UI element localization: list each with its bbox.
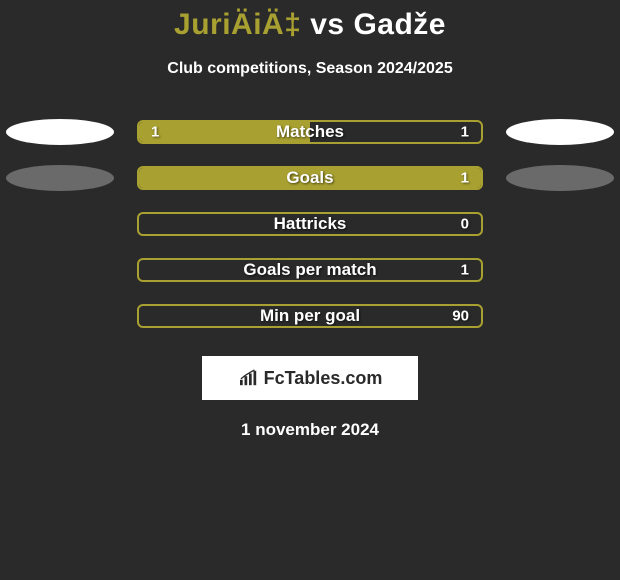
stat-bar: Goals 1 [137, 166, 483, 190]
stat-row: Goals 1 [0, 166, 620, 190]
player2-name: Gadže [353, 8, 446, 41]
stat-bar: 1 Matches 1 [137, 120, 483, 144]
right-value: 1 [461, 170, 469, 187]
right-ellipse [506, 119, 614, 145]
bar-label: Min per goal [260, 306, 360, 326]
comparison-card: JuriÄiÄ‡ vs Gadže Club competitions, Sea… [0, 0, 620, 440]
right-value: 1 [461, 124, 469, 141]
logo-text: FcTables.com [264, 368, 383, 389]
stat-row: Goals per match 1 [0, 258, 620, 282]
stat-bar: Hattricks 0 [137, 212, 483, 236]
stat-rows: 1 Matches 1 Goals 1 Hattricks 0 Goals per match… [0, 120, 620, 328]
left-ellipse [6, 119, 114, 145]
chart-icon [238, 369, 260, 387]
right-value: 1 [461, 262, 469, 279]
logo: FcTables.com [238, 368, 383, 389]
left-value: 1 [151, 124, 159, 141]
vs-label: vs [310, 8, 344, 41]
right-ellipse [506, 165, 614, 191]
stat-bar: Goals per match 1 [137, 258, 483, 282]
right-value: 90 [452, 308, 469, 325]
date-label: 1 november 2024 [0, 420, 620, 440]
stat-row: Min per goal 90 [0, 304, 620, 328]
stat-row: Hattricks 0 [0, 212, 620, 236]
stat-bar: Min per goal 90 [137, 304, 483, 328]
subtitle: Club competitions, Season 2024/2025 [0, 60, 620, 78]
left-ellipse [6, 165, 114, 191]
bar-label: Goals [286, 168, 333, 188]
logo-box: FcTables.com [202, 356, 418, 400]
bar-label: Goals per match [243, 260, 376, 280]
bar-label: Matches [276, 122, 344, 142]
player1-name: JuriÄiÄ‡ [174, 8, 301, 41]
stat-row: 1 Matches 1 [0, 120, 620, 144]
right-value: 0 [461, 216, 469, 233]
page-title: JuriÄiÄ‡ vs Gadže [0, 8, 620, 42]
bar-label: Hattricks [274, 214, 347, 234]
